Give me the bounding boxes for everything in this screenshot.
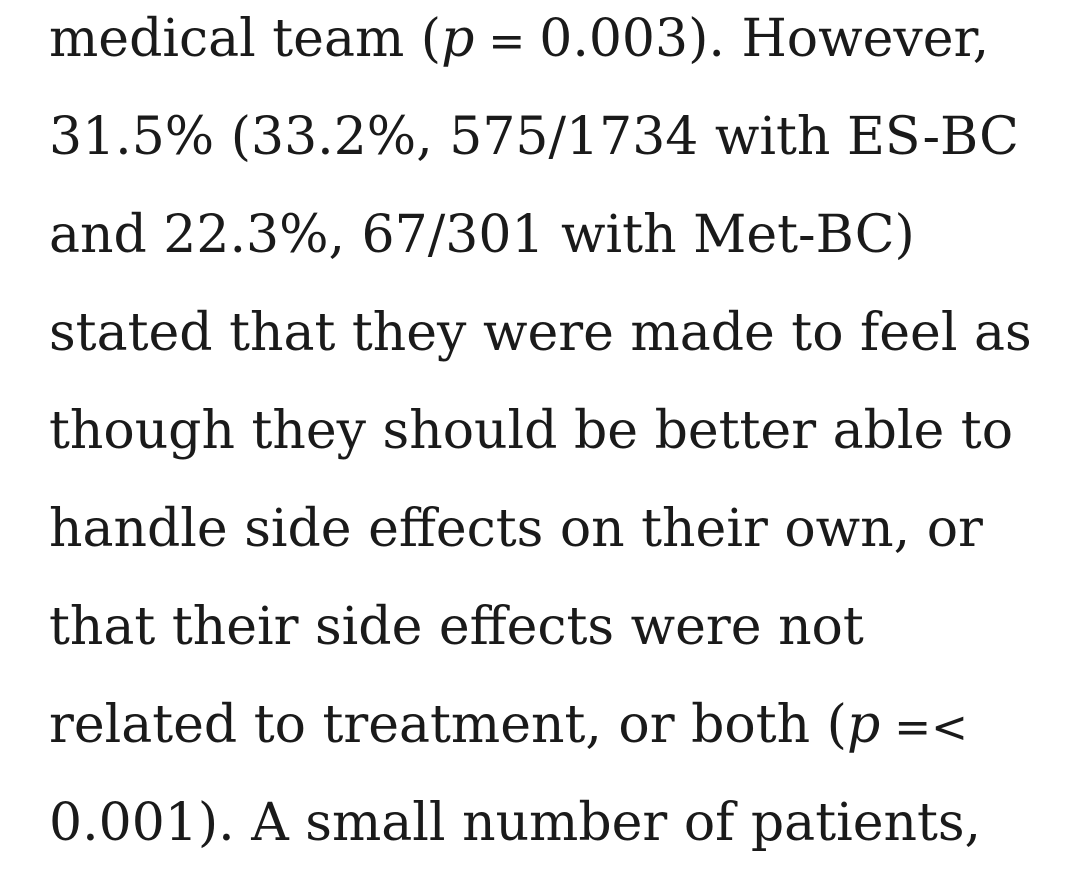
text-line-4: stated that they were made to feel as (49, 303, 1032, 363)
text-segment: 31.5% (33.2%, 575/1734 with ES-BC (49, 107, 1019, 167)
text-segment: though they should be better able to (49, 401, 1014, 461)
p-value-symbol: p (846, 695, 881, 755)
text-segment: 0.001). A small number of patients, (49, 793, 982, 853)
text-segment: medical team ( (49, 9, 442, 69)
text-segment: stated that they were made to feel as (49, 303, 1032, 363)
text-segment: that their side effects were not (49, 597, 864, 657)
text-line-3: and 22.3%, 67/301 with Met-BC) (49, 205, 915, 265)
text-line-6: handle side effects on their own, or (49, 499, 983, 559)
text-line-7: that their side effects were not (49, 597, 864, 657)
text-segment: handle side effects on their own, or (49, 499, 983, 559)
text-segment: related to treatment, or both ( (49, 695, 847, 755)
text-line-2: 31.5% (33.2%, 575/1734 with ES-BC (49, 107, 1019, 167)
p-value-symbol: p (441, 9, 475, 69)
less-than-operator: =< (880, 702, 968, 753)
text-line-8: related to treatment, or both (p =< (49, 695, 968, 758)
text-line-1: medical team (p = 0.003). However, (49, 9, 989, 72)
text-line-5: though they should be better able to (49, 401, 1013, 461)
text-segment: 0.003). However, (539, 9, 990, 69)
equals-operator: = (474, 16, 540, 67)
text-line-9: 0.001). A small number of patients, (49, 793, 981, 853)
text-segment: and 22.3%, 67/301 with Met-BC) (49, 205, 915, 265)
